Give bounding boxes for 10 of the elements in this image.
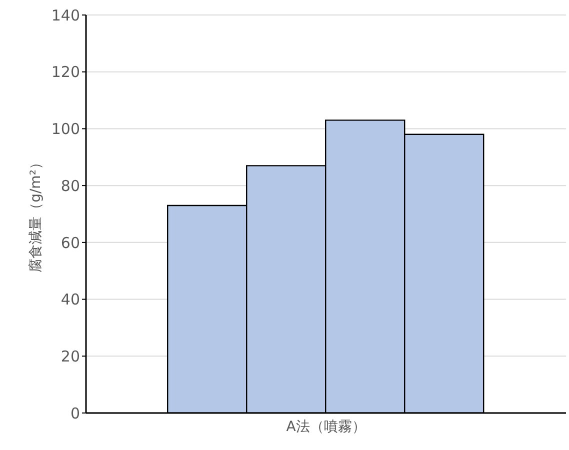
y-tick-label: 100 (51, 120, 80, 138)
y-tick-label: 120 (51, 63, 80, 82)
y-tick-label: 0 (70, 404, 80, 422)
x-tick-label: A法（噴霧） (286, 418, 366, 435)
y-tick-label: 60 (60, 234, 80, 252)
y-tick-label: 40 (60, 290, 80, 309)
y-tick-label: 20 (60, 347, 80, 366)
y-axis-title: 腐食減量（g/m²） (28, 156, 44, 272)
y-tick-label: 140 (51, 6, 80, 24)
y-tick-label: 80 (60, 176, 80, 195)
